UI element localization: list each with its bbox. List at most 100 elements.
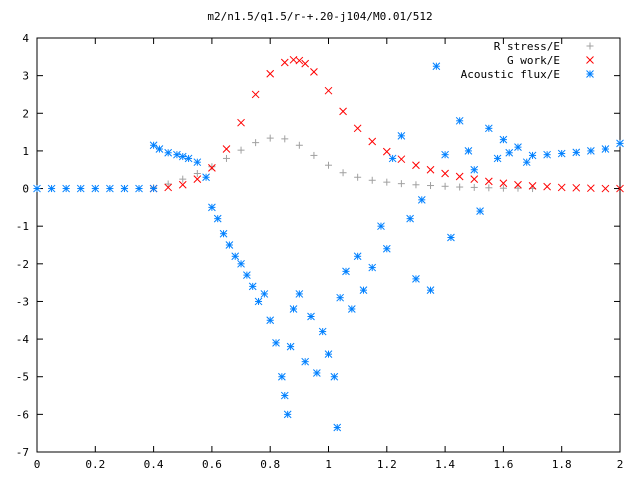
data-point [193, 175, 202, 183]
data-point [572, 148, 581, 157]
data-point [178, 180, 187, 189]
x-tick-label: 1.2 [377, 458, 397, 471]
data-point [377, 222, 385, 231]
data-point [484, 124, 493, 133]
data-point [505, 148, 514, 157]
data-point [412, 275, 420, 283]
data-point [208, 203, 216, 212]
data-point [333, 423, 342, 432]
data-point [499, 179, 508, 188]
data-point [441, 182, 449, 190]
data-point [260, 290, 269, 298]
data-point [339, 169, 347, 177]
data-point [289, 305, 298, 313]
data-point [91, 184, 100, 193]
data-point [441, 150, 449, 159]
y-tick-label: 4 [22, 32, 29, 45]
x-tick-label: 2 [617, 458, 624, 471]
data-point [208, 163, 216, 172]
data-point [33, 184, 41, 193]
data-point [252, 139, 260, 147]
y-tick-label: -4 [16, 333, 30, 346]
data-point [248, 282, 257, 291]
series-3 [33, 62, 624, 432]
data-point [231, 252, 240, 261]
y-tick-label: -3 [16, 295, 29, 308]
data-point [307, 312, 315, 321]
y-tick-label: 0 [22, 183, 29, 196]
chart-title: m2/n1.5/q1.5/r-+.20-j104/M0.01/512 [207, 10, 432, 23]
legend-marker [586, 42, 594, 50]
data-point [426, 286, 435, 295]
data-point [225, 241, 234, 249]
data-point [318, 327, 327, 336]
data-point [368, 137, 377, 146]
x-tick-label: 0.4 [144, 458, 164, 471]
data-point [528, 182, 537, 190]
legend-marker [586, 56, 594, 64]
data-point [208, 163, 216, 171]
data-point [616, 139, 624, 148]
data-point [417, 195, 426, 204]
legend-marker [586, 70, 594, 78]
data-point [120, 184, 129, 193]
data-point [368, 263, 377, 272]
data-point [572, 183, 581, 192]
data-point [283, 410, 292, 419]
data-point [427, 182, 435, 190]
data-point [388, 154, 397, 163]
x-tick-label: 1.8 [552, 458, 572, 471]
data-point [237, 146, 245, 154]
data-point [312, 369, 321, 377]
data-point [455, 172, 464, 181]
data-point [382, 147, 391, 156]
data-point [432, 62, 441, 71]
y-tick-label: -5 [16, 371, 29, 384]
data-point [179, 175, 187, 183]
series-1 [150, 134, 537, 193]
data-point [406, 214, 414, 223]
data-point [347, 305, 356, 313]
data-point [295, 56, 304, 65]
data-point [149, 141, 158, 150]
data-point [193, 169, 201, 177]
data-point [514, 184, 522, 192]
data-point [281, 135, 289, 143]
data-point [310, 68, 318, 76]
data-point [301, 59, 310, 68]
x-axis: 0 0.2 0.4 0.6 0.8 1 1.2 1.4 1.6 1.8 2 [34, 38, 624, 471]
x-tick-label: 1 [325, 458, 332, 471]
data-point [470, 165, 479, 174]
data-point [441, 169, 449, 178]
data-point [499, 135, 508, 144]
data-point [251, 90, 260, 99]
data-point [310, 151, 318, 159]
data-point [412, 181, 420, 189]
data-point [447, 233, 455, 242]
data-point [295, 141, 303, 149]
data-point [476, 207, 484, 215]
data-point [76, 184, 85, 193]
data-point [455, 116, 464, 125]
data-point [586, 147, 595, 155]
data-point [295, 290, 304, 298]
data-point [330, 372, 339, 381]
data-point [237, 118, 245, 127]
data-point [368, 176, 376, 184]
x-tick-label: 1.4 [435, 458, 455, 471]
data-point [266, 69, 275, 78]
data-point [219, 229, 228, 238]
data-point [354, 173, 362, 181]
y-tick-label: -1 [16, 220, 29, 233]
data-point [514, 143, 522, 151]
x-tick-label: 0 [34, 458, 41, 471]
data-point [47, 184, 56, 193]
data-point [543, 150, 551, 159]
series-2 [149, 55, 624, 193]
data-point [586, 184, 595, 193]
x-tick-label: 0.8 [260, 458, 280, 471]
data-point [213, 214, 222, 223]
data-point [149, 184, 158, 193]
data-point [193, 158, 202, 167]
